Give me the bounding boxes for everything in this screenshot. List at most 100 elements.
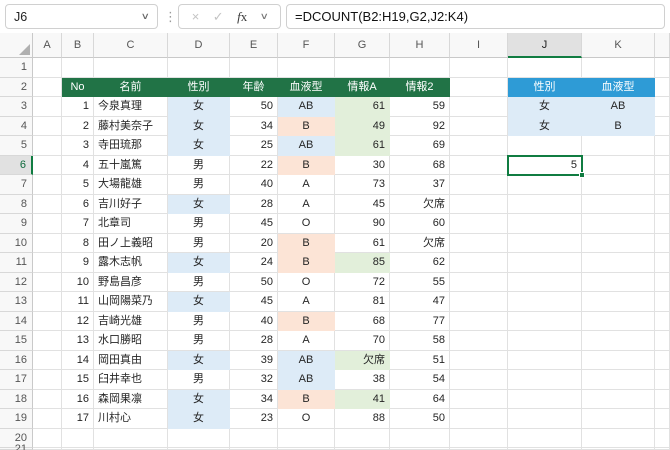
cell-D18[interactable]: 女 <box>168 389 230 409</box>
cell-B9[interactable]: 7 <box>62 214 94 234</box>
cell-x13[interactable] <box>655 292 670 312</box>
cell-E13[interactable]: 45 <box>230 292 278 312</box>
cell-I11[interactable] <box>450 253 508 273</box>
cell-B5[interactable]: 3 <box>62 136 94 156</box>
cell-I9[interactable] <box>450 214 508 234</box>
cell-G14[interactable]: 68 <box>335 311 390 331</box>
cell-K13[interactable] <box>582 292 655 312</box>
cell-D19[interactable]: 女 <box>168 409 230 429</box>
row-header-2[interactable]: 2 <box>0 77 33 97</box>
insert-function-icon[interactable]: fx <box>237 8 248 24</box>
cell-J4[interactable]: 女 <box>508 116 582 136</box>
cell-E2[interactable]: 年齢 <box>230 77 278 97</box>
cell-G20[interactable] <box>335 428 390 448</box>
cell-H12[interactable]: 55 <box>390 272 450 292</box>
cell-A7[interactable] <box>33 175 62 195</box>
cell-I2[interactable] <box>450 77 508 97</box>
cell-E9[interactable]: 45 <box>230 214 278 234</box>
cell-C7[interactable]: 大場龍雄 <box>94 175 168 195</box>
cell-E6[interactable]: 22 <box>230 155 278 175</box>
cell-H8[interactable]: 欠席 <box>390 194 450 214</box>
cell-D17[interactable]: 男 <box>168 370 230 390</box>
cell-D16[interactable]: 女 <box>168 350 230 370</box>
enter-icon[interactable]: ✓ <box>212 8 224 24</box>
cell-H19[interactable]: 50 <box>390 409 450 429</box>
cell-E1[interactable] <box>230 58 278 78</box>
cell-B3[interactable]: 1 <box>62 97 94 117</box>
cell-I14[interactable] <box>450 311 508 331</box>
cell-D3[interactable]: 女 <box>168 97 230 117</box>
cell-H14[interactable]: 77 <box>390 311 450 331</box>
cell-K2[interactable]: 血液型 <box>582 77 655 97</box>
cell-J5[interactable] <box>508 136 582 156</box>
cell-I19[interactable] <box>450 409 508 429</box>
cell-K16[interactable] <box>582 350 655 370</box>
cell-B20[interactable] <box>62 428 94 448</box>
cell-D20[interactable] <box>168 428 230 448</box>
cell-C12[interactable]: 野島昌彦 <box>94 272 168 292</box>
cell-J18[interactable] <box>508 389 582 409</box>
cell-D7[interactable]: 男 <box>168 175 230 195</box>
cell-A13[interactable] <box>33 292 62 312</box>
cell-D9[interactable]: 男 <box>168 214 230 234</box>
cell-D14[interactable]: 男 <box>168 311 230 331</box>
cell-J16[interactable] <box>508 350 582 370</box>
cell-x1[interactable] <box>655 58 670 78</box>
cell-F17[interactable]: AB <box>278 370 335 390</box>
cell-A15[interactable] <box>33 331 62 351</box>
cancel-icon[interactable]: × <box>191 9 200 24</box>
cell-F9[interactable]: O <box>278 214 335 234</box>
cell-G7[interactable]: 73 <box>335 175 390 195</box>
cell-C19[interactable]: 川村心 <box>94 409 168 429</box>
row-header-16[interactable]: 16 <box>0 350 33 370</box>
cell-J10[interactable] <box>508 233 582 253</box>
cell-K19[interactable] <box>582 409 655 429</box>
cell-B11[interactable]: 9 <box>62 253 94 273</box>
cell-E11[interactable]: 24 <box>230 253 278 273</box>
cell-G13[interactable]: 81 <box>335 292 390 312</box>
cell-E7[interactable]: 40 <box>230 175 278 195</box>
cell-D10[interactable]: 男 <box>168 233 230 253</box>
cell-G15[interactable]: 70 <box>335 331 390 351</box>
cell-A9[interactable] <box>33 214 62 234</box>
cell-K7[interactable] <box>582 175 655 195</box>
cell-C14[interactable]: 吉崎光雄 <box>94 311 168 331</box>
cell-G11[interactable]: 85 <box>335 253 390 273</box>
cell-F14[interactable]: B <box>278 311 335 331</box>
cell-H17[interactable]: 54 <box>390 370 450 390</box>
cell-E8[interactable]: 28 <box>230 194 278 214</box>
cell-F5[interactable]: AB <box>278 136 335 156</box>
row-header-12[interactable]: 12 <box>0 272 33 292</box>
cell-F10[interactable]: B <box>278 233 335 253</box>
cell-B7[interactable]: 5 <box>62 175 94 195</box>
cell-C1[interactable] <box>94 58 168 78</box>
select-all-corner[interactable] <box>0 33 33 58</box>
cell-H6[interactable]: 68 <box>390 155 450 175</box>
cell-A2[interactable] <box>33 77 62 97</box>
cell-I13[interactable] <box>450 292 508 312</box>
cell-C4[interactable]: 藤村美奈子 <box>94 116 168 136</box>
cell-E18[interactable]: 34 <box>230 389 278 409</box>
cell-J6[interactable]: 5 <box>508 155 582 175</box>
cell-I7[interactable] <box>450 175 508 195</box>
cell-F11[interactable]: B <box>278 253 335 273</box>
row-header-15[interactable]: 15 <box>0 331 33 351</box>
cell-B8[interactable]: 6 <box>62 194 94 214</box>
cell-x20[interactable] <box>655 428 670 448</box>
cell-C13[interactable]: 山岡陽菜乃 <box>94 292 168 312</box>
cell-B1[interactable] <box>62 58 94 78</box>
column-header-C[interactable]: C <box>94 33 168 58</box>
cell-I10[interactable] <box>450 233 508 253</box>
cell-G18[interactable]: 41 <box>335 389 390 409</box>
cell-B12[interactable]: 10 <box>62 272 94 292</box>
cell-J2[interactable]: 性別 <box>508 77 582 97</box>
cell-K10[interactable] <box>582 233 655 253</box>
cell-x16[interactable] <box>655 350 670 370</box>
cell-E10[interactable]: 20 <box>230 233 278 253</box>
cell-C8[interactable]: 吉川好子 <box>94 194 168 214</box>
cell-H20[interactable] <box>390 428 450 448</box>
cell-G5[interactable]: 61 <box>335 136 390 156</box>
cell-B6[interactable]: 4 <box>62 155 94 175</box>
cell-J19[interactable] <box>508 409 582 429</box>
cell-D15[interactable]: 男 <box>168 331 230 351</box>
